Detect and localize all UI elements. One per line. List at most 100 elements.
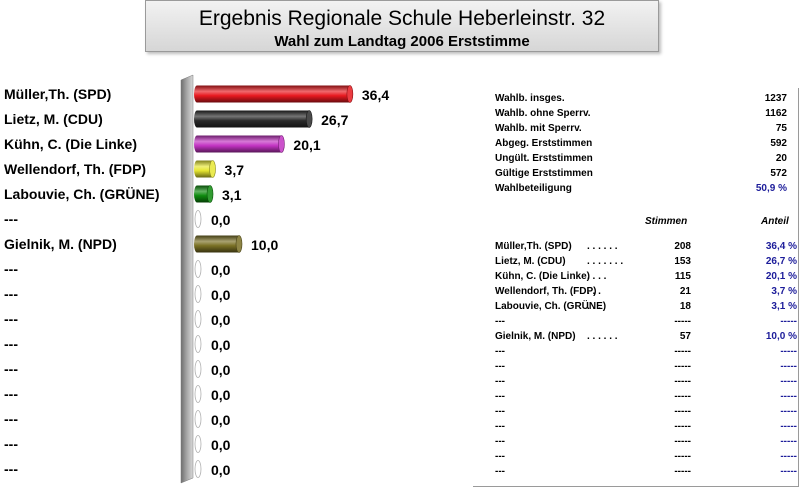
candidate-name: --- (495, 451, 505, 462)
leader-dots: . . . . . . (587, 241, 618, 252)
value-label: 0,0 (211, 287, 231, 303)
statistic-value: 75 (775, 123, 787, 134)
leader-dots: . . . (587, 301, 601, 312)
votes-value: ----- (674, 421, 691, 432)
votes-value: ----- (674, 451, 691, 462)
chart-base-wall (180, 74, 194, 484)
share-value: ----- (780, 316, 797, 327)
votes-value: 153 (674, 256, 691, 267)
value-label: 0,0 (211, 412, 231, 428)
statistic-value: 572 (770, 168, 787, 179)
candidate-name: --- (495, 316, 505, 327)
empty-bar (194, 360, 202, 378)
page-title: Ergebnis Regionale Schule Heberleinstr. … (198, 7, 606, 30)
bar-end-cap (278, 135, 285, 153)
result-row: --- ----- ----- (495, 389, 797, 404)
category-label: Müller,Th. (SPD) (4, 86, 111, 102)
share-value: ----- (780, 361, 797, 372)
result-row: --- ----- ----- (495, 419, 797, 434)
category-label: --- (4, 411, 18, 427)
share-value: 3,7 % (771, 286, 797, 297)
share-value: 36,4 % (765, 241, 797, 252)
share-value: 20,1 % (765, 271, 797, 282)
category-label: --- (4, 336, 18, 352)
share-value: ----- (780, 391, 797, 402)
bar (197, 185, 211, 203)
votes-value: ----- (674, 346, 691, 357)
votes-value: 208 (674, 241, 691, 252)
statistic-value: 1237 (764, 93, 787, 104)
share-value: ----- (780, 406, 797, 417)
result-row: Wellendorf, Th. (FDP). . . 21 3,7 % (495, 284, 797, 299)
bar (197, 85, 350, 103)
value-label: 0,0 (211, 462, 231, 478)
empty-bar (194, 385, 202, 403)
statistic-row: Ungült. Erststimmen 20 (495, 151, 795, 166)
share-value: 26,7 % (765, 256, 797, 267)
votes-value: ----- (674, 466, 691, 477)
bar (197, 135, 282, 153)
title-box: Ergebnis Regionale Schule Heberleinstr. … (145, 0, 659, 52)
category-label: Kühn, C. (Die Linke) (4, 136, 137, 152)
empty-bar (194, 260, 202, 278)
header-anteil: Anteil (761, 216, 789, 227)
result-row: --- ----- ----- (495, 344, 797, 359)
bar-start-cap (194, 135, 200, 153)
share-value: ----- (780, 436, 797, 447)
result-row: --- ----- ----- (495, 434, 797, 449)
bar-end-cap (346, 85, 354, 103)
statistic-label: Wahlb. ohne Sperrv. (495, 108, 591, 119)
votes-value: ----- (674, 376, 691, 387)
statistic-value: 1162 (765, 108, 787, 119)
value-label: 0,0 (211, 312, 231, 328)
votes-value: 57 (679, 331, 691, 342)
category-label: --- (4, 361, 18, 377)
value-label: 20,1 (293, 137, 320, 153)
candidate-name: --- (495, 406, 505, 417)
leader-dots: . . . . . . (587, 331, 618, 342)
bar-start-cap (194, 110, 200, 128)
value-label: 0,0 (211, 362, 231, 378)
value-label: 26,7 (321, 112, 348, 128)
candidate-name: --- (495, 421, 505, 432)
bar-chart: Müller,Th. (SPD) 36,4 Lietz, M. (CDU) 26,7 K… (4, 74, 389, 484)
category-label: --- (4, 211, 18, 227)
votes-value: 115 (674, 271, 691, 282)
candidate-name: Lietz, M. (CDU) (495, 256, 566, 267)
votes-value: ----- (674, 436, 691, 447)
statistic-row: Wahlb. insges. 1237 (495, 91, 795, 106)
leader-dots: . . . . (587, 271, 607, 282)
candidate-name: --- (495, 361, 505, 372)
value-label: 0,0 (211, 262, 231, 278)
share-value: 3,1 % (771, 301, 797, 312)
statistic-row: Abgeg. Erststimmen 592 (495, 136, 795, 151)
results-panel: Wahlb. insges. 1237 Wahlb. ohne Sperrv. 116… (473, 88, 799, 487)
category-label: Gielnik, M. (NPD) (4, 236, 117, 252)
value-label: 0,0 (211, 387, 231, 403)
statistic-label: Wahlb. mit Sperrv. (495, 123, 582, 134)
value-label: 3,1 (222, 187, 242, 203)
result-row: Lietz, M. (CDU) . . . . . . . 153 26,7 % (495, 254, 797, 269)
share-value: ----- (780, 346, 797, 357)
empty-bar (194, 285, 202, 303)
leader-dots: . . . . . . . (587, 256, 624, 267)
empty-bar (194, 460, 202, 478)
result-row: --- ----- ----- (495, 449, 797, 464)
statistic-label: Gültige Erststimmen (495, 168, 593, 179)
value-label: 0,0 (211, 437, 231, 453)
statistic-value: 20 (775, 153, 787, 164)
result-row: --- ----- ----- (495, 464, 797, 479)
share-value: ----- (780, 466, 797, 477)
votes-value: 18 (679, 301, 691, 312)
share-value: 10,0 % (765, 331, 797, 342)
statistic-row: Gültige Erststimmen 572 (495, 166, 795, 181)
bar (197, 160, 213, 178)
bar-end-cap (235, 235, 243, 253)
candidate-name: Gielnik, M. (NPD) (495, 331, 576, 342)
bar-start-cap (194, 235, 200, 253)
bar (197, 110, 310, 128)
bar-end-cap (209, 160, 216, 178)
category-label: --- (4, 436, 18, 452)
share-value: ----- (780, 451, 797, 462)
category-label: --- (4, 386, 18, 402)
